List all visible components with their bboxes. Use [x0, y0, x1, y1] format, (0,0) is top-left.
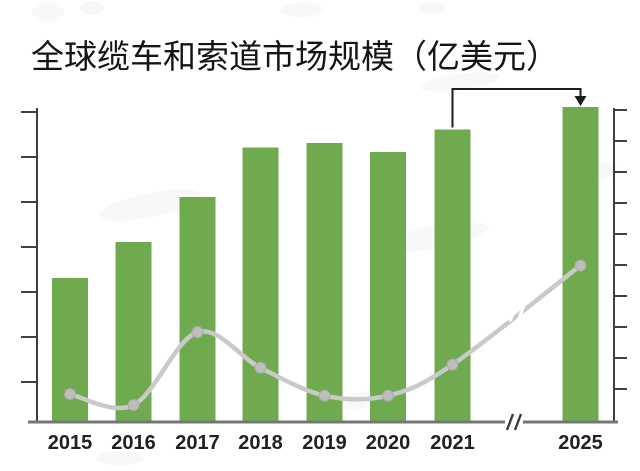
axis-break-icon [505, 413, 515, 431]
bar-2021 [434, 129, 471, 422]
watermark-blob [80, 1, 104, 15]
bar-2020 [370, 152, 406, 422]
bar-2017 [179, 197, 216, 422]
line-marker-2016 [127, 398, 140, 411]
watermark-blob [96, 451, 144, 465]
chart-title: 全球缆车和索道市场规模（亿美元） [31, 40, 559, 76]
watermark-blob [99, 189, 201, 221]
x-tick-label-2019: 2019 [302, 432, 347, 454]
growth-arrow-head-icon [574, 96, 587, 106]
line-marker-2015 [64, 388, 76, 401]
x-tick-label-2016: 2016 [111, 432, 156, 454]
line-break-icon [508, 302, 519, 322]
bar-2018 [242, 147, 279, 422]
line-marker-2018 [254, 361, 267, 374]
line-marker-2021 [446, 358, 459, 371]
x-tick-label-2018: 2018 [238, 432, 283, 454]
line-marker-2017 [191, 326, 204, 339]
watermark-blob [32, 3, 64, 21]
line-break-icon [516, 302, 527, 322]
axis-break-icon [513, 413, 523, 431]
line-marker-2025 [574, 259, 587, 272]
line-marker-2020 [382, 389, 394, 402]
bar-2019 [306, 143, 343, 422]
growth-arrow-line [451, 88, 582, 128]
x-tick-label-2021: 2021 [430, 432, 475, 454]
line-marker-2019 [318, 389, 331, 402]
x-tick-label-2020: 2020 [366, 432, 411, 454]
watermark-blob [280, 3, 324, 17]
x-tick-label-2025: 2025 [558, 432, 603, 454]
x-tick-label-2015: 2015 [48, 432, 93, 454]
x-tick-label-2017: 2017 [175, 432, 220, 454]
watermark-blob [420, 72, 500, 92]
watermark-blob [418, 2, 446, 14]
